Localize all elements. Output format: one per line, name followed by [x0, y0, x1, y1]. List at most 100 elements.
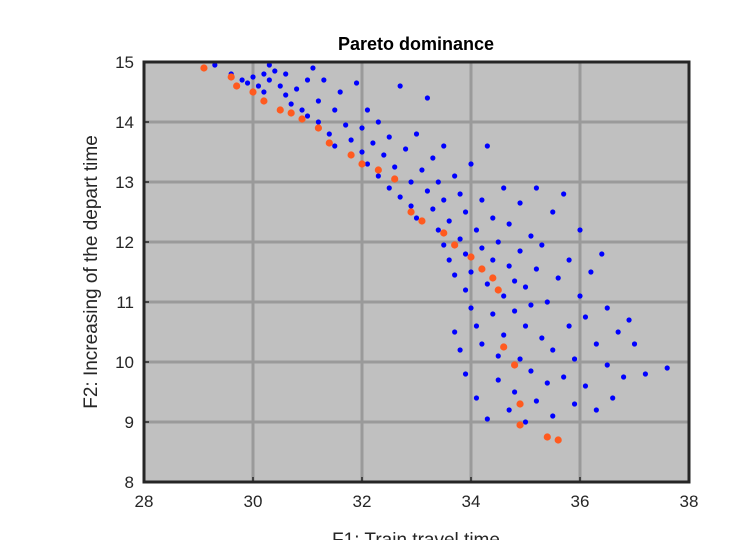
data-points — [200, 62, 670, 444]
grid-lines — [144, 62, 689, 482]
data-point — [479, 245, 485, 251]
data-point — [326, 131, 332, 137]
y-tick-label: 11 — [116, 293, 134, 312]
data-point — [413, 215, 420, 221]
data-point — [315, 119, 321, 125]
data-point — [288, 101, 294, 107]
data-point — [533, 398, 540, 404]
data-point — [490, 215, 496, 221]
data-point — [343, 122, 349, 128]
data-point — [561, 374, 567, 380]
data-point — [332, 107, 338, 113]
data-point — [626, 317, 632, 323]
data-point — [473, 323, 480, 329]
data-point — [255, 83, 262, 89]
data-point — [506, 407, 512, 413]
data-point — [304, 113, 311, 119]
data-point — [332, 143, 338, 149]
data-point — [419, 167, 425, 173]
data-point — [364, 107, 371, 113]
y-tick-label: 14 — [115, 113, 134, 132]
data-point — [550, 347, 556, 353]
data-point — [386, 185, 392, 191]
data-point — [478, 265, 486, 273]
data-point — [283, 71, 289, 77]
y-tick-label: 10 — [115, 353, 134, 372]
data-point — [462, 209, 469, 215]
data-point — [604, 362, 610, 368]
data-point — [473, 395, 480, 401]
data-point — [621, 374, 627, 380]
data-point — [511, 308, 518, 314]
data-point — [495, 377, 501, 383]
data-point — [299, 107, 305, 113]
data-point — [468, 269, 474, 275]
data-point — [516, 421, 524, 429]
x-tick-label: 36 — [571, 492, 590, 511]
x-tick-label: 32 — [353, 492, 372, 511]
data-point — [522, 419, 529, 425]
data-point — [272, 68, 278, 74]
data-point — [381, 152, 387, 158]
data-point — [359, 125, 365, 131]
data-point — [468, 161, 474, 167]
data-point — [484, 416, 490, 422]
data-point — [484, 143, 490, 149]
data-point — [554, 436, 562, 444]
data-point — [359, 149, 365, 155]
data-point — [212, 62, 218, 68]
data-point — [550, 413, 556, 419]
x-tick-label: 28 — [135, 492, 154, 511]
y-axis-label: F2: Increasing of the depart time — [81, 135, 102, 409]
data-point — [462, 287, 469, 293]
data-point — [244, 80, 251, 86]
data-point — [441, 242, 447, 248]
data-point — [528, 233, 534, 239]
data-point — [539, 242, 545, 248]
data-point — [631, 341, 638, 347]
data-point — [364, 161, 371, 167]
data-point — [577, 227, 583, 233]
data-point — [571, 356, 578, 362]
data-point — [347, 151, 355, 159]
data-point — [451, 241, 459, 249]
data-point — [533, 185, 540, 191]
data-point — [490, 311, 496, 317]
data-point — [582, 383, 589, 389]
data-point — [457, 236, 463, 242]
data-point — [522, 323, 529, 329]
data-point — [353, 80, 360, 86]
data-point — [494, 286, 502, 294]
data-point — [261, 89, 267, 95]
data-point — [283, 92, 289, 98]
data-point — [337, 89, 343, 95]
data-point — [446, 218, 452, 224]
data-point — [261, 71, 267, 77]
data-point — [435, 227, 441, 233]
data-point — [250, 74, 256, 80]
data-point — [588, 269, 594, 275]
data-point — [511, 278, 518, 284]
data-point — [276, 106, 284, 114]
data-point — [506, 263, 512, 269]
data-point — [375, 119, 381, 125]
plot-frame — [142, 60, 691, 484]
data-point — [495, 239, 501, 245]
data-point — [418, 217, 426, 225]
data-point — [511, 389, 518, 395]
x-tick-label: 30 — [244, 492, 263, 511]
data-point — [473, 227, 480, 233]
data-point — [408, 179, 414, 185]
data-point — [506, 221, 512, 227]
data-point — [539, 335, 545, 341]
data-point — [375, 173, 381, 179]
data-point — [610, 395, 616, 401]
data-point — [435, 179, 441, 185]
y-tick-label: 9 — [125, 413, 134, 432]
data-point — [457, 191, 463, 197]
data-point — [298, 115, 306, 123]
y-tick-label: 13 — [115, 173, 134, 192]
data-point — [440, 229, 448, 237]
data-point — [500, 343, 508, 351]
